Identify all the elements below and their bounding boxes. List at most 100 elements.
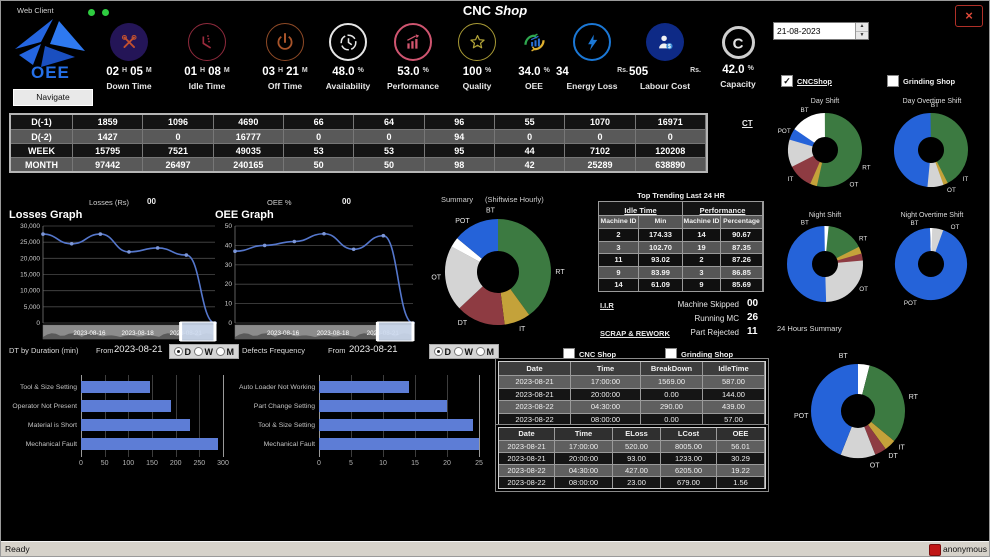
losses-selector-handle-right[interactable] [213,322,217,341]
radio-w[interactable]: W [454,347,473,357]
stat-value-2: 11 [747,326,758,337]
stat-label-0: Machine Skipped [677,300,739,309]
ct-link[interactable]: CT [742,119,753,128]
checkbox-box[interactable] [665,348,677,360]
iir-link[interactable]: I.I.R [600,301,614,310]
oee-selector-handle-right[interactable] [411,322,415,341]
filter-cnc-shop-top[interactable]: ✓ CNCShop [781,75,832,87]
svg-text:5,000: 5,000 [24,304,41,311]
trending-cell: 9 [683,279,721,291]
grid-cell: 1859 [73,115,144,129]
date-spinner[interactable]: ▲ ▼ [855,23,868,39]
status-ready: Ready [5,544,30,554]
radio-d[interactable]: D [174,347,191,357]
grid-cell: 7521 [143,143,214,157]
subheader-cell: Percentage [721,216,763,228]
bar [319,400,447,412]
table-cell: 427.00 [613,465,661,476]
donut-label-OT: OT [859,286,868,293]
grid-cell: 0 [565,129,636,143]
summary-title: Summary [441,195,474,204]
checkbox-label: CNCShop [797,76,832,86]
table-header-row: Date Time BreakDown IdleTime [499,362,765,375]
bar [319,381,409,393]
checkbox-box[interactable]: ✓ [781,75,793,87]
filter-grinding-shop-mid[interactable]: Grinding Shop [665,348,733,360]
radio-m[interactable]: M [476,347,494,357]
filter-grinding-shop-top[interactable]: Grinding Shop [887,75,955,87]
trending-cell: 19 [683,241,721,253]
table-cell: 2023-08-21 [499,388,571,400]
col-header: OEE [717,428,765,440]
table-cell: 2023-08-21 [499,441,555,452]
bar-label: Mechanical Fault [263,441,315,448]
kpi-value: 505 Rs. [629,66,701,78]
date-picker[interactable]: 21-08-2023 ▲ ▼ [773,22,869,40]
trending-row: 11 93.02 2 87.26 [599,253,763,266]
donut-segment-OT [895,228,967,300]
kpi-label: Capacity [720,79,756,89]
scrap-rework-link[interactable]: SCRAP & REWORK [600,329,670,338]
checkbox-box[interactable] [563,348,575,360]
night-overtime-title: Night Overtime Shift [900,212,964,219]
trending-cell: 3 [683,266,721,278]
bar-axis-tick: 100 [122,460,135,467]
donut-segment-BT [445,219,551,325]
dt-from-date[interactable]: 2023-08-21 [114,344,163,355]
checkbox-box[interactable] [887,75,899,87]
capacity-icon: C [721,26,755,59]
donut-segment-IT [894,113,968,187]
night_shift-donut-chart: BT RT OT [787,220,868,302]
losses-caption: Losses (Rs) [89,198,130,207]
filter-cnc-shop-mid[interactable]: CNC Shop [563,348,616,360]
grid-row: MONTH 97442 26497 240165 50 50 98 42 25289 638890 [11,157,706,171]
checkbox-label: Grinding Shop [681,349,734,359]
oee-selector-handle-left[interactable] [375,322,379,341]
table-cell: 23.00 [613,477,661,488]
donut-label-OT: OT [947,187,956,194]
defects-from-date[interactable]: 2023-08-21 [349,344,398,355]
kpi-performance: 53.0% Performance [376,23,450,105]
donut-segment-POT [811,364,905,458]
table-cell: 679.00 [661,477,717,488]
date-picker-value[interactable]: 21-08-2023 [777,26,821,36]
grid-cell: 7102 [565,143,636,157]
navigate-button[interactable]: Navigate [13,89,93,106]
donut-segment-DT [787,226,863,302]
downtime-icon [110,23,148,61]
oee-selector-window[interactable] [376,321,414,342]
radio-label: W [464,346,474,357]
kpi-label: Performance [387,81,439,91]
grid-cell: 49035 [213,143,284,157]
bar-axis-tick: 20 [443,460,451,467]
losses-selector-handle-left[interactable] [179,322,183,341]
kpi-quality: 100% Quality [442,23,512,105]
radio-d[interactable]: D [434,347,451,357]
bar-gridlines [81,375,224,457]
grid-cell: 94 [424,129,495,143]
radio-w[interactable]: W [194,347,213,357]
night_overtime-donut-chart: BT OT POT [895,220,967,307]
table-cell: 6205.00 [661,465,717,476]
svg-text:C: C [733,35,744,52]
availability-icon [329,23,367,61]
radio-m[interactable]: M [216,347,234,357]
grid-cell: 98 [424,157,495,171]
close-button[interactable]: × [955,5,983,27]
donut-segment-DT [445,219,551,325]
table-cell: 1.56 [717,477,765,488]
radio-label: W [204,346,214,357]
date-spin-up-icon[interactable]: ▲ [856,23,868,31]
grid-row-header: D(-1) [11,115,73,129]
svg-text:30: 30 [225,262,233,269]
defects-from-label: From [328,346,346,355]
donut-segment-BT [788,113,862,187]
trending-cell: 85.69 [721,279,763,291]
losses-selector-window[interactable] [180,321,216,342]
date-spin-down-icon[interactable]: ▼ [856,30,868,39]
col-header: IdleTime [703,362,765,375]
kpi-label: Down Time [106,81,152,91]
